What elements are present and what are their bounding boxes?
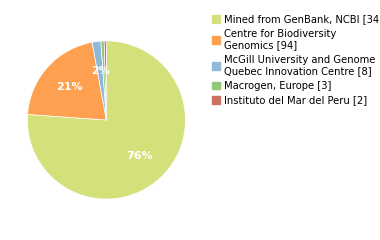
Wedge shape bbox=[104, 41, 106, 120]
Text: 76%: 76% bbox=[127, 151, 153, 161]
Text: 21%: 21% bbox=[57, 82, 83, 92]
Wedge shape bbox=[27, 41, 185, 199]
Wedge shape bbox=[101, 41, 106, 120]
Legend: Mined from GenBank, NCBI [341], Centre for Biodiversity
Genomics [94], McGill Un: Mined from GenBank, NCBI [341], Centre f… bbox=[210, 12, 380, 108]
Text: 2%: 2% bbox=[91, 66, 110, 76]
Wedge shape bbox=[28, 42, 106, 120]
Wedge shape bbox=[92, 41, 106, 120]
